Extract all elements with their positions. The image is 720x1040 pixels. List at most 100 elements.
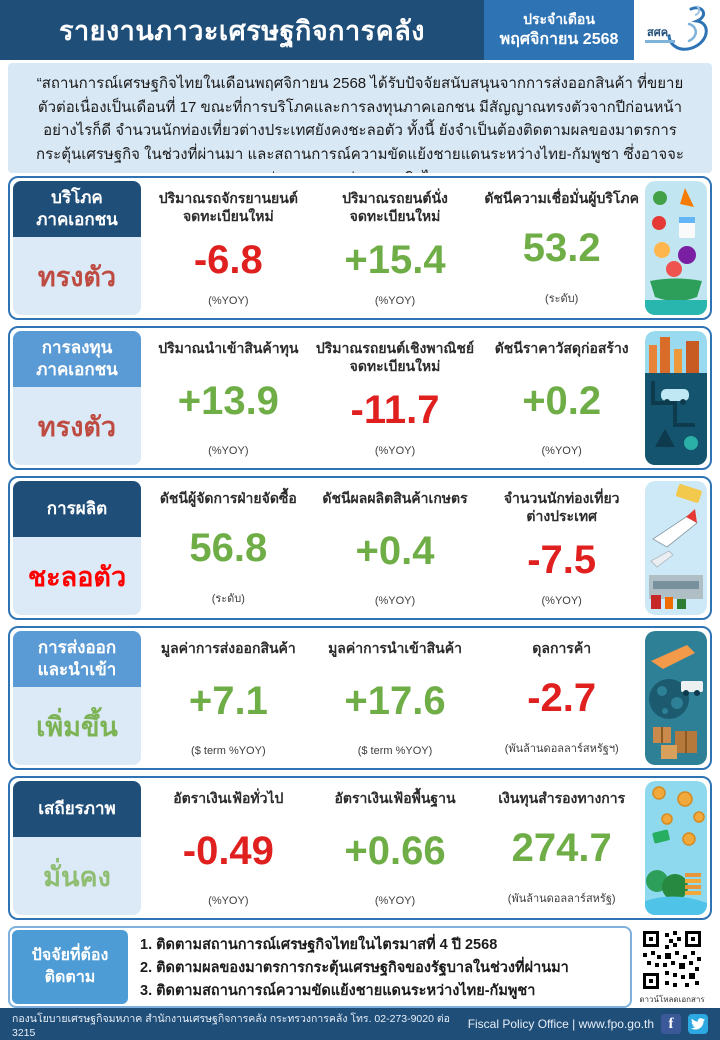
metric-value: -6.8 [193, 238, 263, 282]
status-badge-trade: เพิ่มขึ้น [13, 687, 141, 765]
metric-value: +0.66 [344, 829, 446, 874]
qr-caption: ดาวน์โหลดเอกสาร [639, 994, 705, 1004]
watch-factors-label: ปัจจัยที่ต้อง ติดตาม [12, 930, 128, 1004]
watch-factors-row: ปัจจัยที่ต้อง ติดตาม 1. ติดตามสถานการณ์เ… [8, 926, 712, 1008]
svg-text:สศค.: สศค. [647, 27, 671, 39]
airplane-travel-icon [645, 481, 707, 615]
category-header-production: การผลิต [13, 481, 141, 537]
category-label: การส่งออก [37, 637, 117, 657]
metric-unit: (พันล้านดอลลาร์สหรัฐฯ) [504, 743, 619, 755]
metric-label: มูลค่าการนำเข้าสินค้า [328, 640, 462, 656]
period-label: ประจำเดือน [523, 10, 595, 27]
metric-value: +13.9 [177, 379, 279, 424]
stability-section: เสถียรภาพ มั่นคง อัตราเงินเฟ้อทั่วไป -0.… [8, 776, 712, 920]
metric-construction-material-price-index: ดัชนีราคาวัสดุก่อสร้าง +0.2 (%YOY) [478, 331, 645, 465]
metric-value: 274.7 [511, 826, 612, 871]
metric-unit: (%YOY) [541, 595, 582, 607]
metric-official-reserves: เงินทุนสำรองทางการ 274.7 (พันล้านดอลลาร์… [478, 781, 645, 915]
metric-value: -11.7 [350, 388, 440, 432]
metric-value: -0.49 [182, 829, 274, 874]
watch-item-3: 3. ติดตามสถานการณ์ความขัดแย้งชายแดนระหว่… [140, 983, 536, 999]
metric-value: -7.5 [527, 538, 597, 582]
metric-value: +7.1 [188, 679, 268, 724]
metric-unit: ($ term %YOY) [357, 745, 433, 757]
metric-import-value: มูลค่าการนำเข้าสินค้า +17.6 ($ term %YOY… [312, 631, 479, 765]
category-label: บริโภค [51, 187, 103, 207]
metric-unit: (ระดับ) [211, 593, 245, 605]
period-badge: ประจำเดือน พฤศจิกายน 2568 [484, 0, 634, 60]
metric-headline-inflation: อัตราเงินเฟ้อทั่วไป -0.49 (%YOY) [145, 781, 312, 915]
metric-label: ปริมาณรถยนต์นั่ง จดทะเบียนใหม่ [342, 190, 448, 224]
watch-label-line1: ปัจจัยที่ต้อง [31, 946, 109, 964]
status-badge-investment: ทรงตัว [13, 387, 141, 465]
header-title-band: รายงานภาวะเศรษฐกิจการคลัง [0, 0, 484, 60]
money-reserves-icon [645, 781, 707, 915]
footer-contact: กองนโยบายเศรษฐกิจมหภาค สำนักงานเศรษฐกิจก… [12, 1012, 450, 1039]
metric-label: ปริมาณนำเข้าสินค้าทุน [158, 340, 299, 356]
status-badge-stability: มั่นคง [13, 837, 141, 915]
metric-unit: (%YOY) [541, 445, 582, 457]
category-label: เสถียรภาพ [38, 798, 116, 818]
category-label-2: ภาคเอกชน [36, 360, 118, 379]
metric-label: อัตราเงินเฟ้อทั่วไป [173, 790, 284, 806]
metric-value: 56.8 [189, 526, 268, 571]
twitter-icon[interactable] [688, 1014, 708, 1034]
metric-unit: ($ term %YOY) [191, 745, 266, 757]
metric-unit: (%YOY) [374, 595, 416, 607]
metric-value: +15.4 [344, 238, 446, 282]
metric-label: ดัชนีผลผลิตสินค้าเกษตร [322, 490, 468, 506]
investment-construction-icon [645, 331, 707, 465]
metric-label: ดัชนีราคาวัสดุก่อสร้าง [494, 340, 629, 356]
metric-label: ดุลการค้า [532, 640, 592, 656]
metric-unit: (%YOY) [208, 295, 249, 307]
metric-consumer-confidence: ดัชนีความเชื่อมั่นผู้บริโภค 53.2 (ระดับ) [478, 181, 645, 315]
metric-label: จำนวนนักท่องเที่ยว ต่างประเทศ [503, 490, 620, 524]
report-footer: กองนโยบายเศรษฐกิจมหภาค สำนักงานเศรษฐกิจก… [0, 1008, 720, 1040]
qr-download-box: ดาวน์โหลดเอกสาร [632, 926, 712, 1008]
category-label-2: และนำเข้า [37, 660, 117, 679]
facebook-icon[interactable]: f [661, 1014, 681, 1034]
trade-section: การส่งออก และนำเข้า เพิ่มขึ้น มูลค่าการส… [8, 626, 712, 770]
metric-core-inflation: อัตราเงินเฟ้อพื้นฐาน +0.66 (%YOY) [312, 781, 479, 915]
metric-purchasing-managers-index: ดัชนีผู้จัดการฝ่ายจัดซื้อ 56.8 (ระดับ) [145, 481, 312, 615]
metric-trade-balance: ดุลการค้า -2.7 (พันล้านดอลลาร์สหรัฐฯ) [478, 631, 645, 765]
metric-car-registrations: ปริมาณรถยนต์นั่ง จดทะเบียนใหม่ +15.4 (%Y… [312, 181, 479, 315]
production-section: การผลิต ชะลอตัว ดัชนีผู้จัดการฝ่ายจัดซื้… [8, 476, 712, 620]
metric-label: เงินทุนสำรองทางการ [498, 790, 626, 806]
category-header-trade: การส่งออก และนำเข้า [13, 631, 141, 687]
metric-unit: (%YOY) [374, 895, 416, 907]
fpo-swan-logo-icon: สศค. [645, 5, 708, 51]
consumption-food-icon [645, 181, 707, 315]
metric-value: -2.7 [527, 676, 597, 721]
metric-label: มูลค่าการส่งออกสินค้า [160, 640, 296, 656]
report-header: รายงานภาวะเศรษฐกิจการคลัง ประจำเดือน พฤศ… [0, 0, 720, 60]
watch-item-1: 1. ติดตามสถานการณ์เศรษฐกิจไทยในไตรมาสที่… [140, 937, 498, 953]
metric-unit: (%YOY) [208, 445, 249, 457]
category-label: การลงทุน [41, 337, 113, 357]
metric-unit: (ระดับ) [545, 293, 579, 305]
status-badge-production: ชะลอตัว [13, 537, 141, 615]
metric-value: 53.2 [522, 226, 601, 271]
category-header-stability: เสถียรภาพ [13, 781, 141, 837]
metric-label: ปริมาณรถจักรยานยนต์ จดทะเบียนใหม่ [158, 190, 298, 224]
metric-unit: (พันล้านดอลลาร์สหรัฐ) [507, 893, 616, 905]
status-badge-consumption: ทรงตัว [13, 237, 141, 315]
metric-value: +0.2 [522, 379, 602, 424]
qr-code-icon [641, 928, 703, 991]
period-month: พฤศจิกายน 2568 [499, 30, 619, 48]
metric-label: ดัชนีผู้จัดการฝ่ายจัดซื้อ [159, 490, 297, 506]
metric-unit: (%YOY) [208, 895, 249, 907]
category-header-investment: การลงทุน ภาคเอกชน [13, 331, 141, 387]
metric-motorcycle-registrations: ปริมาณรถจักรยานยนต์ จดทะเบียนใหม่ -6.8 (… [145, 181, 312, 315]
metric-agricultural-production-index: ดัชนีผลผลิตสินค้าเกษตร +0.4 (%YOY) [312, 481, 479, 615]
metric-label: อัตราเงินเฟ้อพื้นฐาน [334, 790, 456, 806]
fpo-logo: สศค. [634, 0, 720, 60]
metric-commercial-vehicle-registrations: ปริมาณรถยนต์เชิงพาณิชย์ จดทะเบียนใหม่ -1… [312, 331, 479, 465]
logistics-shipping-icon [645, 631, 707, 765]
metric-unit: (%YOY) [374, 445, 416, 457]
metric-capital-goods-imports: ปริมาณนำเข้าสินค้าทุน +13.9 (%YOY) [145, 331, 312, 465]
metric-unit: (%YOY) [374, 295, 416, 307]
footer-office-website: Fiscal Policy Office | www.fpo.go.th [467, 1017, 654, 1031]
watch-label-line2: ติดตาม [44, 969, 96, 986]
metric-value: +17.6 [344, 679, 446, 724]
